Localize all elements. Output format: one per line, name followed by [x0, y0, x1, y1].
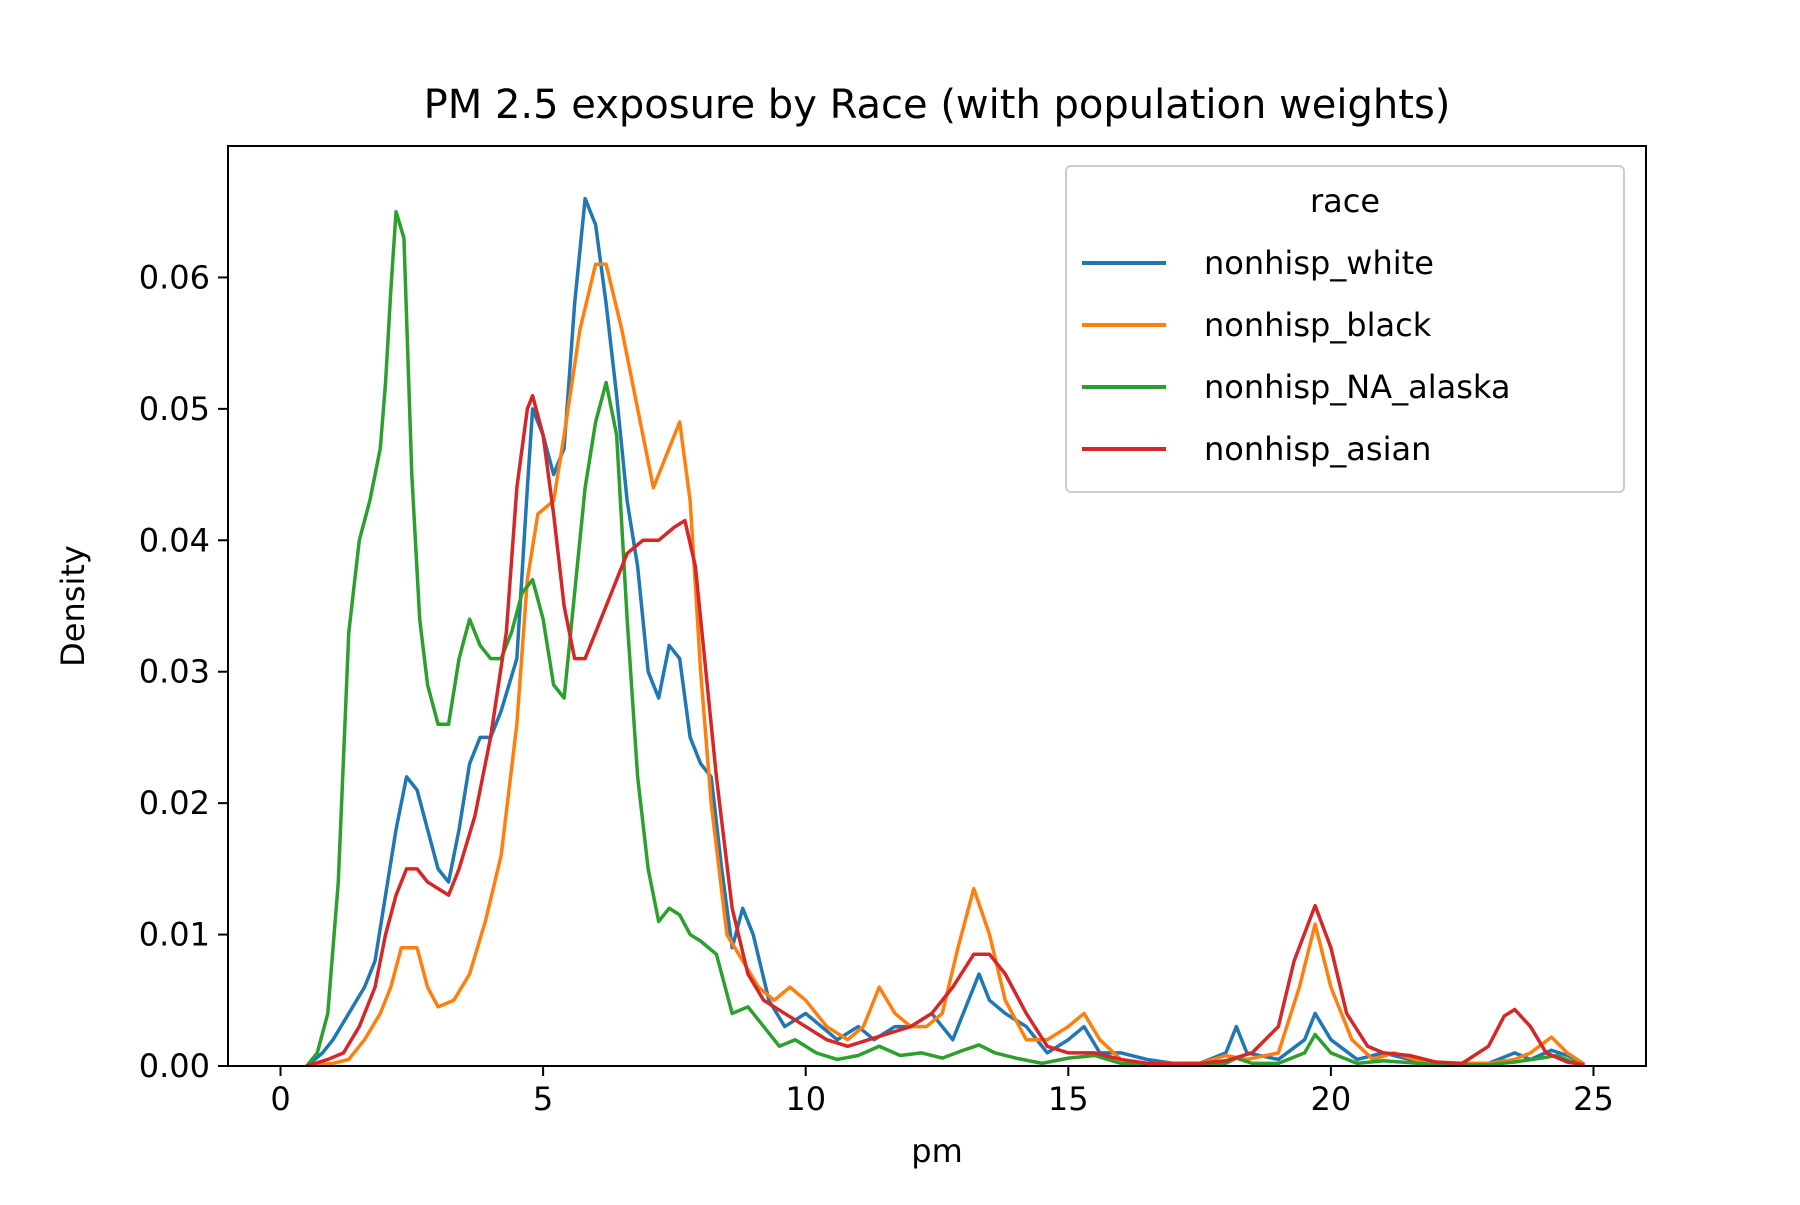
legend-entry: nonhisp_black: [1082, 306, 1432, 344]
legend-entry: nonhisp_NA_alaska: [1082, 368, 1510, 406]
legend-title: race: [1310, 182, 1380, 220]
x-tick-label: 5: [533, 1080, 553, 1118]
y-axis: 0.00 0.01 0.02 0.03 0.04 0.05 0.06: [139, 258, 228, 1085]
series-line-nonhisp_NA_alaska: [305, 209, 1585, 1066]
y-tick-label: 0.00: [139, 1047, 210, 1085]
y-tick-label: 0.06: [139, 258, 210, 296]
y-tick-label: 0.05: [139, 390, 210, 428]
x-axis: 0 5 10 15 20 25: [270, 1066, 1614, 1118]
x-tick-label: 15: [1048, 1080, 1089, 1118]
legend-label: nonhisp_black: [1204, 306, 1432, 344]
y-tick-label: 0.02: [139, 784, 210, 822]
legend-label: nonhisp_white: [1204, 244, 1434, 282]
x-tick-label: 20: [1311, 1080, 1352, 1118]
series-line-nonhisp_white: [305, 196, 1585, 1066]
legend-entries: nonhisp_white nonhisp_black nonhisp_NA_ala…: [1082, 244, 1510, 468]
legend-label: nonhisp_NA_alaska: [1204, 368, 1510, 406]
y-tick-label: 0.04: [139, 521, 210, 559]
legend-entry: nonhisp_white: [1082, 244, 1434, 282]
x-tick-label: 0: [270, 1080, 290, 1118]
y-tick-label: 0.01: [139, 916, 210, 954]
y-axis-label: Density: [54, 545, 92, 667]
x-tick-label: 25: [1573, 1080, 1614, 1118]
series-line-nonhisp_asian: [305, 393, 1585, 1066]
x-axis-label: pm: [911, 1132, 962, 1170]
y-tick-label: 0.03: [139, 653, 210, 691]
legend-label: nonhisp_asian: [1204, 430, 1431, 468]
legend-entry: nonhisp_asian: [1082, 430, 1431, 468]
legend: race nonhisp_white nonhisp_black nonhisp_N…: [1065, 165, 1625, 493]
legend-box: [1065, 165, 1625, 493]
plot-frame: [227, 145, 1647, 1067]
series-line-nonhisp_black: [305, 262, 1585, 1066]
chart-title: PM 2.5 exposure by Race (with population…: [424, 82, 1451, 128]
series-layer: [305, 196, 1585, 1066]
x-tick-label: 10: [785, 1080, 826, 1118]
